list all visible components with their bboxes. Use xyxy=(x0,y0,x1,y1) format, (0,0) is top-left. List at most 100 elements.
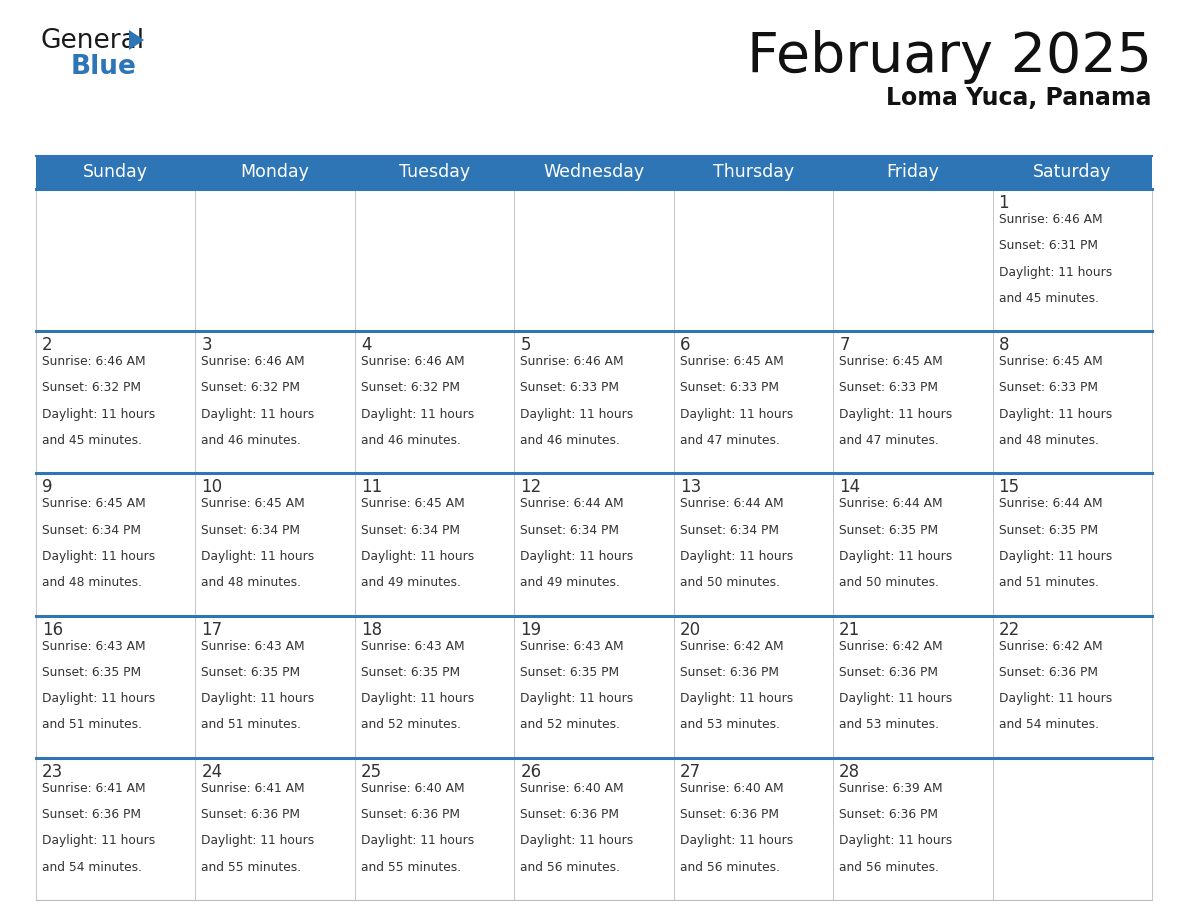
Text: Sunset: 6:33 PM: Sunset: 6:33 PM xyxy=(680,382,778,395)
Text: and 52 minutes.: and 52 minutes. xyxy=(520,719,620,732)
Text: Sunset: 6:36 PM: Sunset: 6:36 PM xyxy=(202,808,301,821)
Text: Sunset: 6:34 PM: Sunset: 6:34 PM xyxy=(520,523,619,537)
Bar xyxy=(355,189,514,331)
Bar xyxy=(514,757,674,900)
Text: 24: 24 xyxy=(202,763,222,781)
Text: Sunset: 6:36 PM: Sunset: 6:36 PM xyxy=(680,808,778,821)
Text: Daylight: 11 hours: Daylight: 11 hours xyxy=(361,834,474,847)
Bar xyxy=(36,474,196,616)
Text: Daylight: 11 hours: Daylight: 11 hours xyxy=(999,550,1112,563)
Bar xyxy=(355,474,514,616)
Text: Daylight: 11 hours: Daylight: 11 hours xyxy=(999,408,1112,420)
Polygon shape xyxy=(129,30,144,50)
Text: Sunset: 6:33 PM: Sunset: 6:33 PM xyxy=(839,382,939,395)
Text: 7: 7 xyxy=(839,336,849,354)
Text: General: General xyxy=(42,28,145,54)
Text: 12: 12 xyxy=(520,478,542,497)
Text: Daylight: 11 hours: Daylight: 11 hours xyxy=(361,550,474,563)
Bar xyxy=(992,331,1152,474)
Bar xyxy=(833,616,992,757)
Bar xyxy=(514,189,674,331)
Text: and 50 minutes.: and 50 minutes. xyxy=(839,577,940,589)
Text: and 49 minutes.: and 49 minutes. xyxy=(361,577,461,589)
Text: 25: 25 xyxy=(361,763,383,781)
Text: Daylight: 11 hours: Daylight: 11 hours xyxy=(839,834,953,847)
Text: and 47 minutes.: and 47 minutes. xyxy=(839,434,939,447)
Text: 17: 17 xyxy=(202,621,222,639)
Text: Saturday: Saturday xyxy=(1034,163,1112,181)
Text: Friday: Friday xyxy=(886,163,940,181)
Text: and 53 minutes.: and 53 minutes. xyxy=(839,719,940,732)
Bar xyxy=(355,757,514,900)
Text: Thursday: Thursday xyxy=(713,163,794,181)
Bar xyxy=(514,474,674,616)
Text: Daylight: 11 hours: Daylight: 11 hours xyxy=(202,408,315,420)
Text: Daylight: 11 hours: Daylight: 11 hours xyxy=(520,408,633,420)
Text: Sunrise: 6:41 AM: Sunrise: 6:41 AM xyxy=(202,782,305,795)
Text: 23: 23 xyxy=(42,763,63,781)
Text: Sunset: 6:35 PM: Sunset: 6:35 PM xyxy=(42,666,141,679)
Text: Sunrise: 6:44 AM: Sunrise: 6:44 AM xyxy=(839,498,943,510)
Bar xyxy=(196,331,355,474)
Bar xyxy=(992,474,1152,616)
Text: Daylight: 11 hours: Daylight: 11 hours xyxy=(202,550,315,563)
Text: Sunrise: 6:46 AM: Sunrise: 6:46 AM xyxy=(520,355,624,368)
Text: 1: 1 xyxy=(999,194,1009,212)
Bar xyxy=(674,189,833,331)
Bar xyxy=(355,616,514,757)
Text: and 56 minutes.: and 56 minutes. xyxy=(680,860,779,874)
Text: and 51 minutes.: and 51 minutes. xyxy=(999,577,1099,589)
Text: Daylight: 11 hours: Daylight: 11 hours xyxy=(680,834,792,847)
Bar xyxy=(674,331,833,474)
Text: Sunrise: 6:43 AM: Sunrise: 6:43 AM xyxy=(361,640,465,653)
Text: Sunrise: 6:40 AM: Sunrise: 6:40 AM xyxy=(520,782,624,795)
Text: Sunset: 6:36 PM: Sunset: 6:36 PM xyxy=(839,808,939,821)
Text: 6: 6 xyxy=(680,336,690,354)
Text: Sunset: 6:34 PM: Sunset: 6:34 PM xyxy=(42,523,141,537)
Text: Sunset: 6:32 PM: Sunset: 6:32 PM xyxy=(361,382,460,395)
Text: Blue: Blue xyxy=(71,54,137,80)
Text: Daylight: 11 hours: Daylight: 11 hours xyxy=(839,408,953,420)
Text: Tuesday: Tuesday xyxy=(399,163,470,181)
Text: Daylight: 11 hours: Daylight: 11 hours xyxy=(361,408,474,420)
Text: Sunrise: 6:42 AM: Sunrise: 6:42 AM xyxy=(999,640,1102,653)
Text: and 53 minutes.: and 53 minutes. xyxy=(680,719,779,732)
Text: and 49 minutes.: and 49 minutes. xyxy=(520,577,620,589)
Text: Daylight: 11 hours: Daylight: 11 hours xyxy=(839,692,953,705)
Text: and 56 minutes.: and 56 minutes. xyxy=(520,860,620,874)
Bar xyxy=(992,616,1152,757)
Text: and 55 minutes.: and 55 minutes. xyxy=(361,860,461,874)
Text: 28: 28 xyxy=(839,763,860,781)
Text: Sunset: 6:33 PM: Sunset: 6:33 PM xyxy=(999,382,1098,395)
Text: 13: 13 xyxy=(680,478,701,497)
Text: and 48 minutes.: and 48 minutes. xyxy=(202,577,302,589)
Bar xyxy=(196,616,355,757)
Bar xyxy=(992,189,1152,331)
Text: Sunset: 6:32 PM: Sunset: 6:32 PM xyxy=(202,382,301,395)
Text: 10: 10 xyxy=(202,478,222,497)
Text: Sunset: 6:31 PM: Sunset: 6:31 PM xyxy=(999,240,1098,252)
Text: Sunset: 6:35 PM: Sunset: 6:35 PM xyxy=(361,666,460,679)
Text: Sunrise: 6:43 AM: Sunrise: 6:43 AM xyxy=(520,640,624,653)
Bar xyxy=(833,757,992,900)
Text: 26: 26 xyxy=(520,763,542,781)
Text: 20: 20 xyxy=(680,621,701,639)
Bar xyxy=(196,189,355,331)
Text: 3: 3 xyxy=(202,336,211,354)
Text: Sunrise: 6:44 AM: Sunrise: 6:44 AM xyxy=(999,498,1102,510)
Bar xyxy=(36,616,196,757)
Text: Daylight: 11 hours: Daylight: 11 hours xyxy=(520,550,633,563)
Bar xyxy=(514,331,674,474)
Text: Sunrise: 6:46 AM: Sunrise: 6:46 AM xyxy=(202,355,305,368)
Text: 22: 22 xyxy=(999,621,1019,639)
Text: and 54 minutes.: and 54 minutes. xyxy=(42,860,143,874)
Bar xyxy=(36,155,1152,189)
Bar xyxy=(833,474,992,616)
Text: 16: 16 xyxy=(42,621,63,639)
Text: Sunrise: 6:40 AM: Sunrise: 6:40 AM xyxy=(361,782,465,795)
Bar xyxy=(36,331,196,474)
Text: Wednesday: Wednesday xyxy=(543,163,645,181)
Text: and 48 minutes.: and 48 minutes. xyxy=(999,434,1099,447)
Text: Daylight: 11 hours: Daylight: 11 hours xyxy=(999,692,1112,705)
Bar xyxy=(992,757,1152,900)
